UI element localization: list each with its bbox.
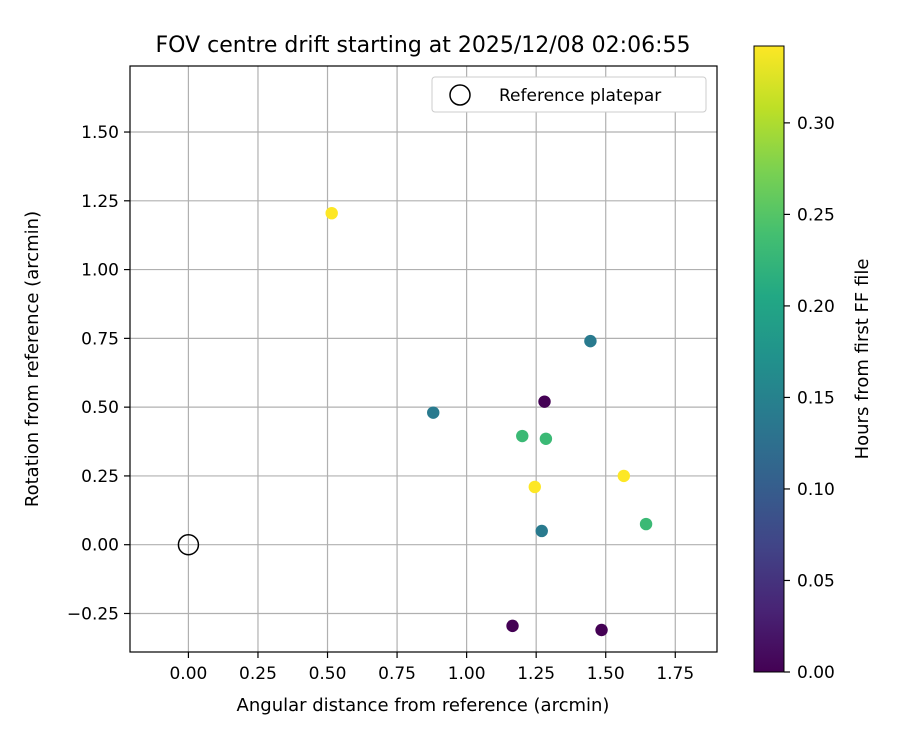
- colorbar-label: Hours from first FF file: [852, 259, 873, 460]
- legend-reference-marker: [449, 84, 471, 106]
- x-tick-label: 0.25: [239, 664, 277, 684]
- colorbar-tick-label: 0.30: [797, 114, 835, 134]
- chart-title: FOV centre drift starting at 2025/12/08 …: [156, 33, 691, 58]
- y-tick-label: 0.75: [81, 329, 119, 349]
- data-point: [617, 469, 631, 483]
- colorbar-tick-label: 0.10: [797, 480, 835, 500]
- data-point: [535, 524, 548, 538]
- legend-reference-label: Reference platepar: [499, 86, 661, 106]
- colorbar-tick-label: 0.05: [797, 571, 835, 591]
- colorbar-tick-label: 0.00: [797, 663, 835, 683]
- plot-area-frame: [129, 65, 718, 653]
- data-point: [516, 429, 529, 443]
- colorbar-tick-label: 0.20: [797, 297, 835, 317]
- x-tick-label: 0.00: [169, 664, 207, 684]
- x-tick-label: 0.75: [378, 664, 416, 684]
- data-point: [427, 406, 440, 419]
- data-point: [639, 517, 653, 531]
- data-point: [528, 480, 541, 494]
- colorbar-tick-label: 0.15: [797, 388, 835, 408]
- y-tick-label: 0.00: [81, 536, 119, 556]
- y-tick-label: −0.25: [67, 604, 119, 624]
- colorbar-ticks: 0.00 0.05 0.10 0.15 0.20 0.25 0.30: [784, 114, 835, 683]
- y-tick-label: 1.25: [81, 192, 119, 212]
- y-axis-label: Rotation from reference (arcmin): [22, 211, 43, 507]
- x-tick-label: 0.50: [309, 664, 347, 684]
- data-point: [506, 619, 519, 633]
- x-tick-label: 1.50: [587, 664, 625, 684]
- y-tick-label: 0.50: [81, 398, 119, 418]
- x-axis-ticks: 0.00 0.25 0.50 0.75 1.00 1.25 1.50 1.75: [169, 652, 694, 684]
- legend: Reference platepar: [431, 76, 707, 113]
- colorbar-gradient: [753, 45, 785, 673]
- data-point: [538, 395, 551, 408]
- colorbar-tick-label: 0.25: [797, 205, 835, 225]
- grid-lines: [130, 66, 717, 652]
- data-point: [325, 206, 338, 220]
- x-tick-label: 1.25: [517, 664, 555, 684]
- data-point: [539, 432, 553, 445]
- data-point: [584, 334, 597, 348]
- legend-box: [431, 76, 707, 113]
- y-tick-label: 1.00: [81, 261, 119, 281]
- y-axis-ticks: −0.25 0.00 0.25 0.50 0.75 1.00 1.25 1.50: [67, 123, 130, 624]
- data-points: [177, 206, 653, 637]
- data-point: [595, 623, 608, 637]
- y-tick-label: 1.50: [81, 123, 119, 143]
- x-tick-label: 1.75: [656, 664, 694, 684]
- reference-platepar-marker: [177, 533, 200, 556]
- x-tick-label: 1.00: [448, 664, 486, 684]
- y-tick-label: 0.25: [81, 467, 119, 487]
- x-axis-label: Angular distance from reference (arcmin): [237, 695, 610, 716]
- colorbar: 0.00 0.05 0.10 0.15 0.20 0.25 0.30 Hours from …: [753, 45, 873, 683]
